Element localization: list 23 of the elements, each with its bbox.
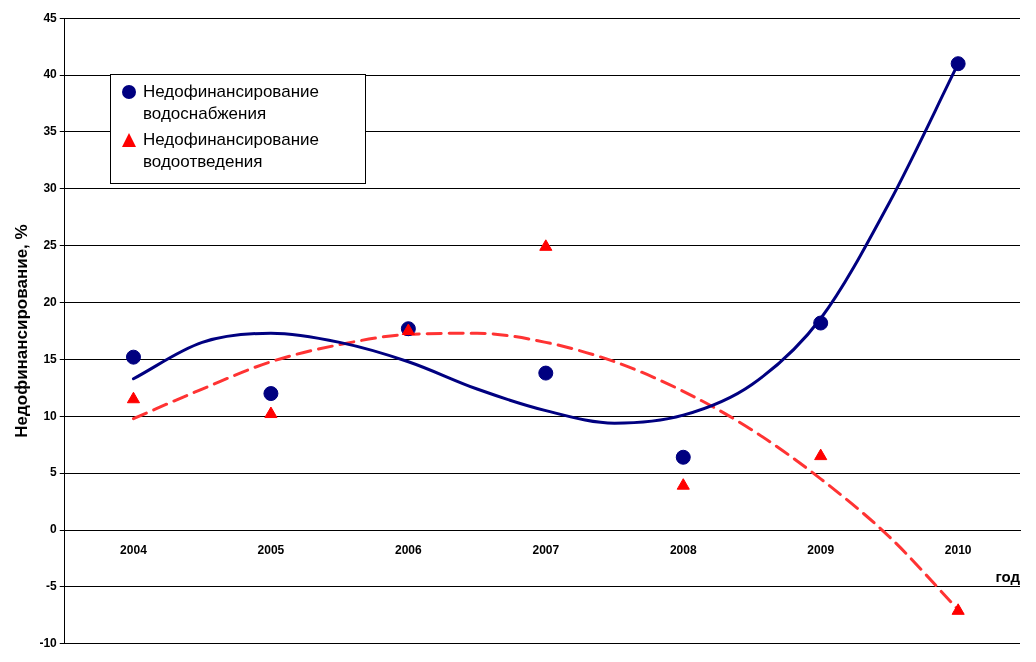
y-tick-label: -10 [39,636,58,651]
x-tick-label: 2010 [944,542,972,557]
y-tick-label: 15 [43,351,58,366]
x-tick-label: 2009 [807,542,835,557]
y-tick-label: 25 [43,238,58,252]
y-tick-label: 5 [50,465,58,480]
x-tick-label: 2007 [532,542,560,557]
legend-label: Недофинансирование водоотведения [143,129,320,173]
y-tick-label: 20 [43,294,58,309]
y-tick-label: 40 [43,67,58,82]
y-tick-label: 0 [50,522,58,537]
y-axis-title: Недофинансирование, % [11,224,31,438]
x-tick-label: 2004 [120,542,148,557]
x-tick-label: 2006 [395,542,423,557]
x-axis-title: год [995,567,1021,585]
y-tick-label: -5 [46,579,58,594]
x-tick-label: 2005 [257,542,285,557]
y-tick-label: 30 [43,181,58,196]
legend-label: Недофинансирование водоснабжения [143,81,320,125]
y-tick-label: 45 [43,10,58,25]
y-tick-label: 10 [43,408,58,423]
y-tick-label: 35 [43,124,58,139]
x-tick-label: 2008 [669,542,697,557]
